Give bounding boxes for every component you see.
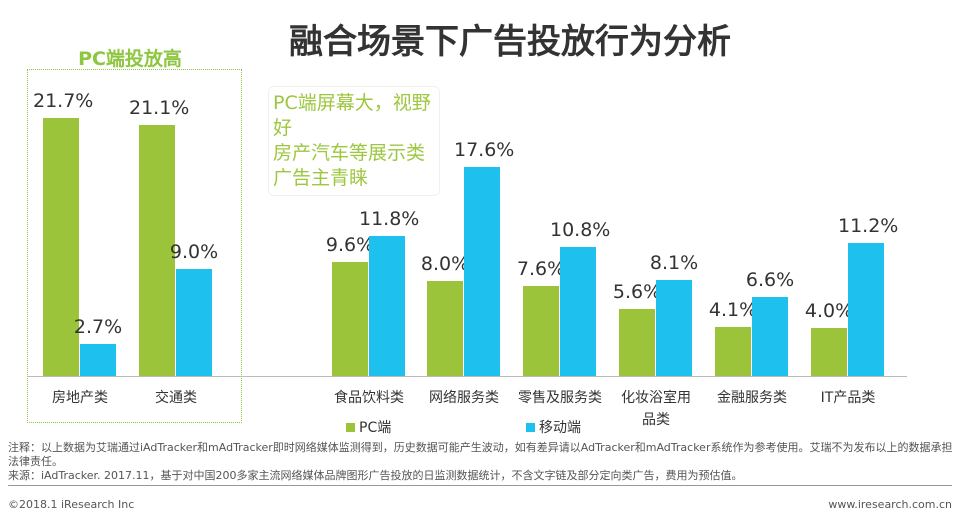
data-label: 9.0% xyxy=(169,240,219,263)
data-label: 11.2% xyxy=(838,214,899,237)
bar-mobile xyxy=(560,247,596,376)
bar-pc xyxy=(332,261,368,376)
annotation-note: PC端屏幕大，视野好 房产汽车等展示类广告主青睐 xyxy=(268,86,440,196)
category-label: IT产品类 xyxy=(820,390,876,406)
bar-pc xyxy=(715,327,751,376)
category-label: 金融服务类 xyxy=(717,390,787,406)
data-label: 7.6% xyxy=(516,257,566,280)
bar-mobile xyxy=(369,235,405,376)
bar-pc xyxy=(43,117,79,376)
category-label: 交通类 xyxy=(155,390,197,406)
category-label: 食品饮料类 xyxy=(334,390,404,406)
data-label: 6.6% xyxy=(745,269,795,292)
bar-mobile xyxy=(176,268,212,376)
pc-highlight-title: PC端投放高 xyxy=(78,48,182,70)
category-label: 化妆浴室用品类 xyxy=(621,390,691,428)
legend-item-mobile: 移动端 xyxy=(526,420,581,437)
pc-highlight-box xyxy=(27,69,242,423)
data-label: 2.7% xyxy=(73,315,123,338)
bar-pc xyxy=(139,124,175,376)
data-label: 21.1% xyxy=(129,96,190,119)
data-label: 21.7% xyxy=(33,89,94,112)
data-label: 9.6% xyxy=(325,233,375,256)
bar-pc xyxy=(811,328,847,376)
data-label: 11.8% xyxy=(359,207,420,230)
category-label: 网络服务类 xyxy=(429,390,499,406)
legend-item-pc: PC端 xyxy=(346,420,391,437)
bar-mobile xyxy=(752,297,788,376)
bar-mobile xyxy=(848,242,884,376)
divider xyxy=(8,485,952,486)
website-link[interactable]: www.iresearch.com.cn xyxy=(828,498,952,511)
bar-pc xyxy=(427,280,463,376)
data-label: 8.1% xyxy=(649,251,699,274)
data-label: 10.8% xyxy=(550,219,611,242)
legend-swatch-mobile xyxy=(526,423,535,432)
bar-pc xyxy=(523,285,559,376)
bar-mobile xyxy=(80,343,116,376)
category-label: 零售及服务类 xyxy=(518,390,602,406)
x-axis xyxy=(27,376,907,377)
data-label: 4.0% xyxy=(804,300,854,323)
data-label: 4.1% xyxy=(708,299,758,322)
bar-mobile xyxy=(464,166,500,376)
copyright: ©2018.1 iResearch Inc xyxy=(8,498,135,511)
bar-mobile xyxy=(656,279,692,376)
legend-label: 移动端 xyxy=(539,420,581,436)
footnote-source: 来源：iAdTracker. 2017.11，基于对中国200多家主流网络媒体品… xyxy=(8,469,743,482)
footnote-note: 注释：以上数据为艾瑞通过iAdTracker和mAdTracker即时网络媒体监… xyxy=(8,441,953,468)
page-title: 融合场景下广告投放行为分析 xyxy=(289,22,731,62)
bar-pc xyxy=(619,309,655,376)
category-label: 房地产类 xyxy=(52,390,108,406)
legend-swatch-pc xyxy=(346,423,355,432)
data-label: 8.0% xyxy=(420,252,470,275)
legend-label: PC端 xyxy=(359,420,392,436)
data-label: 17.6% xyxy=(454,138,515,161)
data-label: 5.6% xyxy=(612,281,662,304)
